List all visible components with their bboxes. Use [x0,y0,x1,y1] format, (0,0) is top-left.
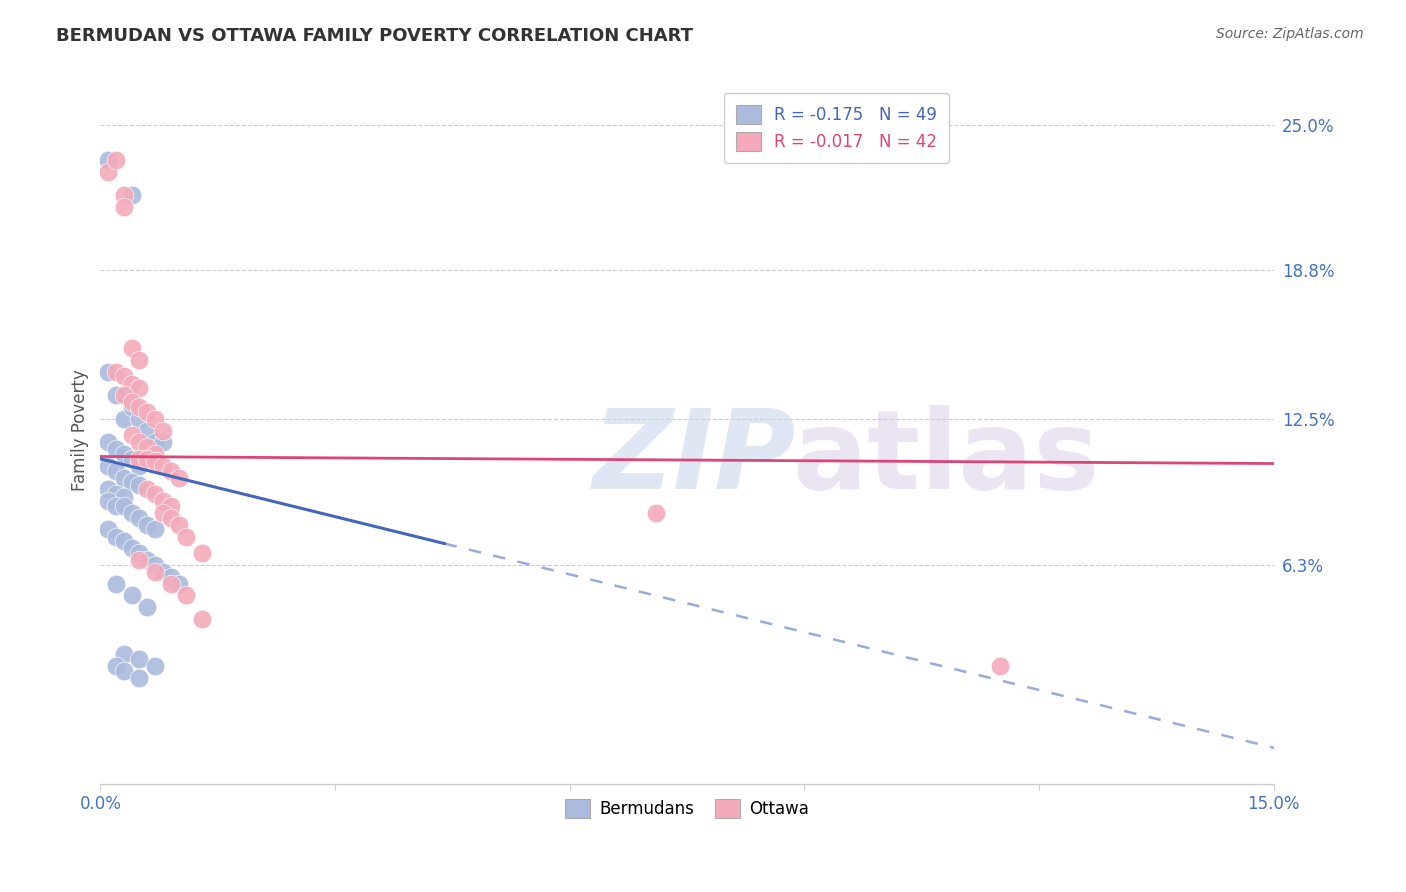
Point [112,412,135,426]
Point [105,464,128,478]
Point [121,188,143,202]
Point [112,388,135,402]
Point [112,664,135,678]
Point [136,440,159,454]
Point [112,534,135,549]
Point [121,451,143,466]
Point [136,600,159,615]
Y-axis label: Family Poverty: Family Poverty [72,369,89,491]
Point [143,447,166,461]
Point [97,164,120,178]
Point [105,442,128,457]
Point [121,376,143,391]
Point [121,395,143,409]
Point [143,558,166,572]
Point [128,435,150,450]
Point [121,475,143,490]
Point [105,365,128,379]
Point [136,451,159,466]
Point [112,490,135,504]
Point [97,435,120,450]
Point [644,506,666,520]
Text: ZIP: ZIP [593,405,797,512]
Point [136,483,159,497]
Point [143,659,166,673]
Point [128,451,150,466]
Point [159,576,181,591]
Point [152,435,174,450]
Point [152,494,174,508]
Point [105,659,128,673]
Point [136,517,159,532]
Point [988,659,1011,673]
Point [121,428,143,442]
Point [105,388,128,402]
Point [121,341,143,355]
Point [128,553,150,567]
Point [128,671,150,685]
Point [143,565,166,579]
Point [97,483,120,497]
Point [128,381,150,395]
Point [121,541,143,556]
Point [159,499,181,513]
Point [136,553,159,567]
Point [136,405,159,419]
Point [159,510,181,524]
Point [143,454,166,468]
Point [128,510,150,524]
Point [159,569,181,583]
Point [112,647,135,661]
Legend: Bermudans, Ottawa: Bermudans, Ottawa [558,792,815,825]
Point [152,424,174,438]
Text: BERMUDAN VS OTTAWA FAMILY POVERTY CORRELATION CHART: BERMUDAN VS OTTAWA FAMILY POVERTY CORREL… [56,27,693,45]
Point [121,400,143,414]
Point [143,412,166,426]
Point [167,517,190,532]
Point [105,499,128,513]
Point [128,458,150,473]
Point [128,546,150,560]
Point [128,652,150,666]
Point [152,565,174,579]
Point [128,400,150,414]
Point [97,153,120,167]
Point [112,447,135,461]
Point [143,435,166,450]
Point [112,499,135,513]
Point [112,471,135,485]
Point [128,477,150,491]
Point [176,529,198,543]
Point [152,458,174,473]
Point [97,523,120,537]
Text: atlas: atlas [793,405,1099,512]
Point [105,153,128,167]
Point [97,494,120,508]
Point [112,200,135,214]
Point [105,487,128,501]
Point [105,529,128,543]
Point [128,353,150,368]
Point [112,369,135,384]
Point [143,487,166,501]
Point [121,506,143,520]
Point [167,471,190,485]
Point [159,464,181,478]
Point [143,523,166,537]
Point [97,365,120,379]
Point [121,588,143,602]
Point [128,412,150,426]
Point [136,424,159,438]
Point [191,546,214,560]
Point [167,576,190,591]
Point [112,188,135,202]
Point [191,612,214,626]
Point [105,576,128,591]
Point [152,506,174,520]
Text: Source: ZipAtlas.com: Source: ZipAtlas.com [1216,27,1364,41]
Point [176,588,198,602]
Point [97,458,120,473]
